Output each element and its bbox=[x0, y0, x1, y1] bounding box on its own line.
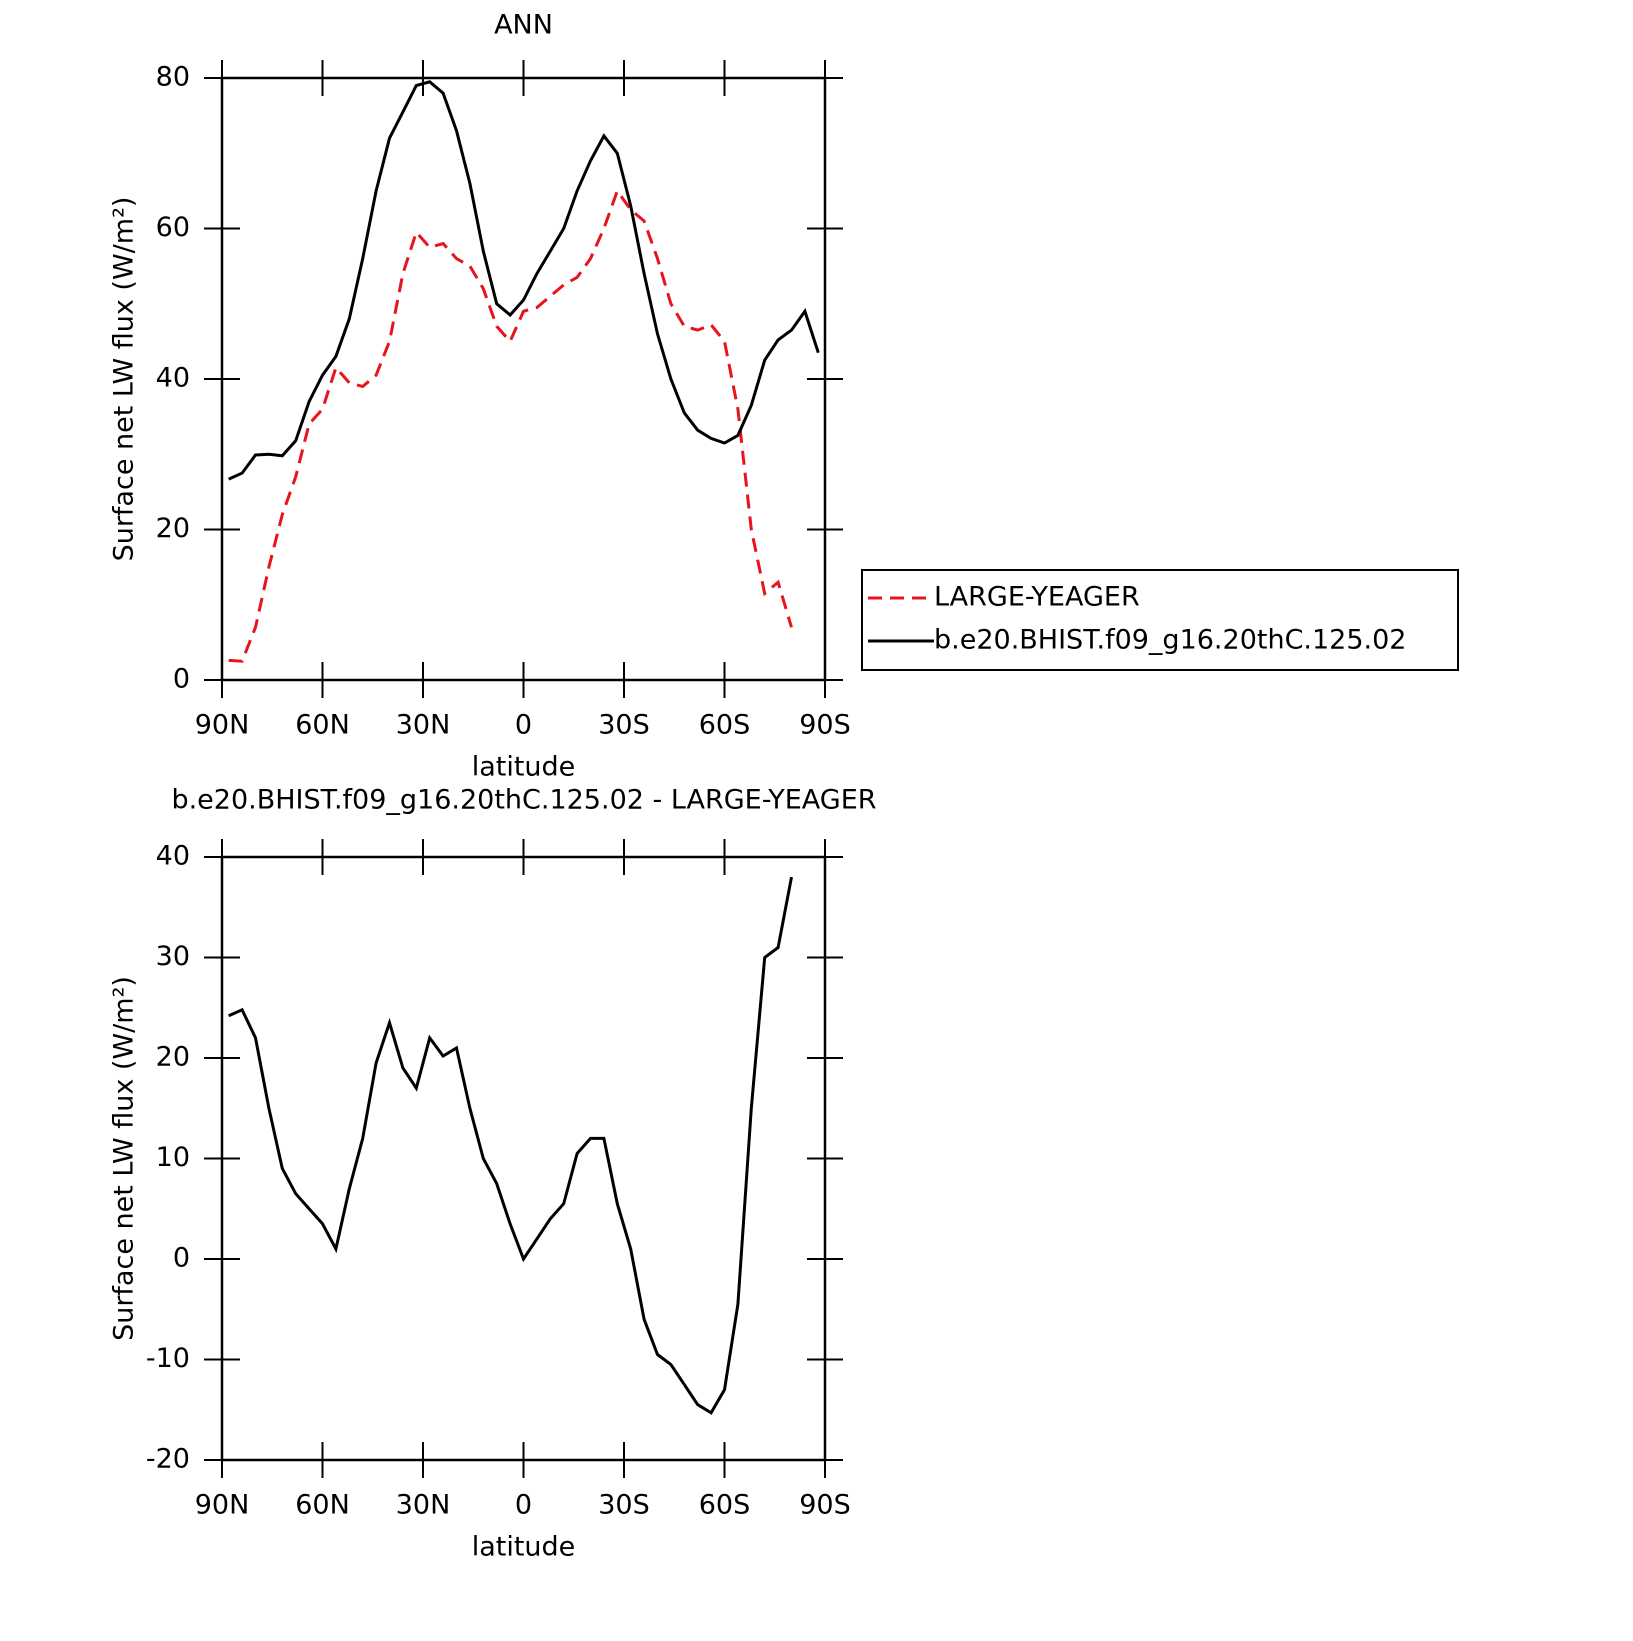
y-tick-label: 0 bbox=[173, 1243, 190, 1274]
x-axis-label: latitude bbox=[472, 1532, 576, 1563]
y-tick-label: 0 bbox=[173, 664, 190, 695]
x-tick-label: 90N bbox=[195, 1490, 250, 1521]
y-tick-label: 30 bbox=[156, 941, 190, 972]
legend-label: b.e20.BHIST.f09_g16.20thC.125.02 bbox=[934, 625, 1406, 656]
y-tick-label: 20 bbox=[156, 1042, 190, 1073]
chart-title: ANN bbox=[494, 10, 553, 41]
x-axis-label: latitude bbox=[472, 752, 576, 783]
y-axis-label: Surface net LW flux (W/m²) bbox=[109, 976, 140, 1341]
y-tick-label: 40 bbox=[156, 841, 190, 872]
x-tick-label: 90N bbox=[195, 710, 250, 741]
x-tick-label: 60S bbox=[699, 710, 751, 741]
legend-box bbox=[861, 569, 1459, 671]
x-tick-label: 30S bbox=[598, 1490, 650, 1521]
x-tick-label: 30N bbox=[396, 710, 451, 741]
x-tick-label: 60S bbox=[699, 1490, 751, 1521]
y-tick-label: -20 bbox=[146, 1444, 190, 1475]
x-tick-label: 90S bbox=[799, 1490, 851, 1521]
x-tick-label: 0 bbox=[515, 1490, 532, 1521]
legend-label: LARGE-YEAGER bbox=[934, 582, 1140, 613]
x-tick-label: 60N bbox=[295, 1490, 350, 1521]
x-tick-label: 90S bbox=[799, 710, 851, 741]
x-tick-label: 30N bbox=[396, 1490, 451, 1521]
plot-frame bbox=[220, 76, 827, 682]
data-line bbox=[228, 876, 793, 1415]
y-axis-label: Surface net LW flux (W/m²) bbox=[109, 197, 140, 562]
data-line bbox=[228, 187, 793, 663]
data-line bbox=[228, 80, 820, 481]
chart-title: b.e20.BHIST.f09_g16.20thC.125.02 - LARGE… bbox=[171, 785, 876, 816]
x-tick-label: 30S bbox=[598, 710, 650, 741]
plot-frame bbox=[220, 855, 827, 1462]
x-tick-label: 0 bbox=[515, 710, 532, 741]
y-tick-label: 20 bbox=[156, 513, 190, 544]
y-tick-label: 10 bbox=[156, 1142, 190, 1173]
y-tick-label: 80 bbox=[156, 62, 190, 93]
y-tick-label: 60 bbox=[156, 212, 190, 243]
y-tick-label: 40 bbox=[156, 363, 190, 394]
x-tick-label: 60N bbox=[295, 710, 350, 741]
y-tick-label: -10 bbox=[146, 1343, 190, 1374]
